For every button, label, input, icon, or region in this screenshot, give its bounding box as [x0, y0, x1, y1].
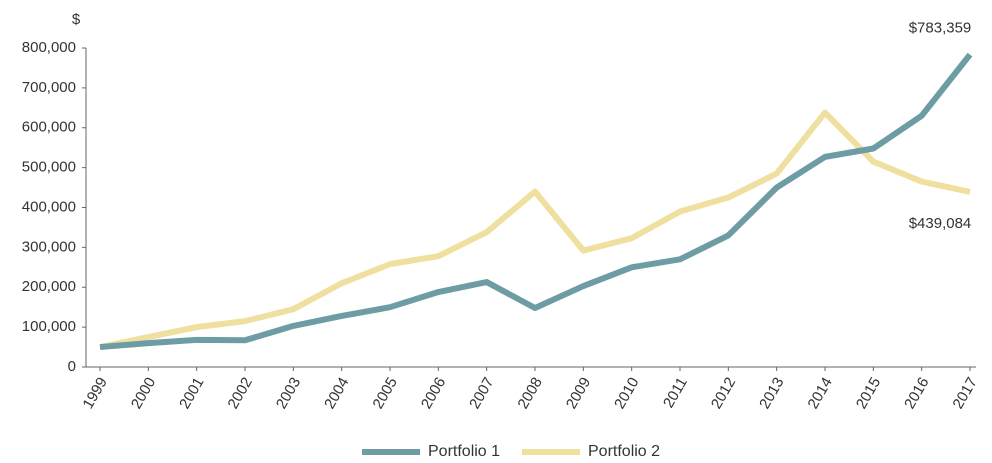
x-tick-label: 2008: [514, 374, 545, 411]
legend-label: Portfolio 2: [588, 443, 660, 460]
x-tick-label: 2006: [418, 374, 449, 411]
x-tick-label: 2009: [563, 374, 594, 411]
y-tick-label: 100,000: [22, 318, 76, 335]
x-tick-label: 2002: [224, 374, 255, 411]
value-label: $783,359: [909, 20, 972, 37]
x-tick-label: 2005: [369, 374, 400, 411]
x-tick-label: 2001: [176, 374, 207, 411]
x-tick-label: 1999: [79, 374, 110, 411]
y-tick-label: 700,000: [22, 79, 76, 96]
x-tick-label: 2017: [949, 374, 980, 411]
x-tick-label: 2004: [321, 374, 352, 411]
y-tick-label: 600,000: [22, 119, 76, 136]
x-tick-label: 2007: [466, 374, 497, 411]
x-tick-label: 2010: [611, 374, 642, 411]
series-line: [99, 52, 973, 351]
y-unit: $: [72, 11, 81, 28]
x-tick-label: 2000: [128, 374, 159, 411]
y-tick-label: 800,000: [22, 39, 76, 56]
x-tick-label: 2011: [660, 374, 691, 410]
y-tick-label: 0: [68, 358, 76, 375]
y-tick-label: 200,000: [22, 278, 76, 295]
x-tick-label: 2003: [273, 374, 304, 411]
y-tick-label: 400,000: [22, 198, 76, 215]
y-tick-label: 300,000: [22, 238, 76, 255]
x-tick-label: 2016: [901, 374, 932, 411]
x-tick-label: 2015: [853, 374, 884, 411]
value-label: $439,084: [909, 215, 972, 232]
x-tick-label: 2014: [804, 374, 835, 411]
y-tick-label: 500,000: [22, 159, 76, 176]
legend-label: Portfolio 1: [428, 443, 500, 460]
x-tick-label: 2012: [708, 374, 739, 411]
x-tick-label: 2013: [756, 374, 787, 411]
series-line: [99, 109, 971, 351]
